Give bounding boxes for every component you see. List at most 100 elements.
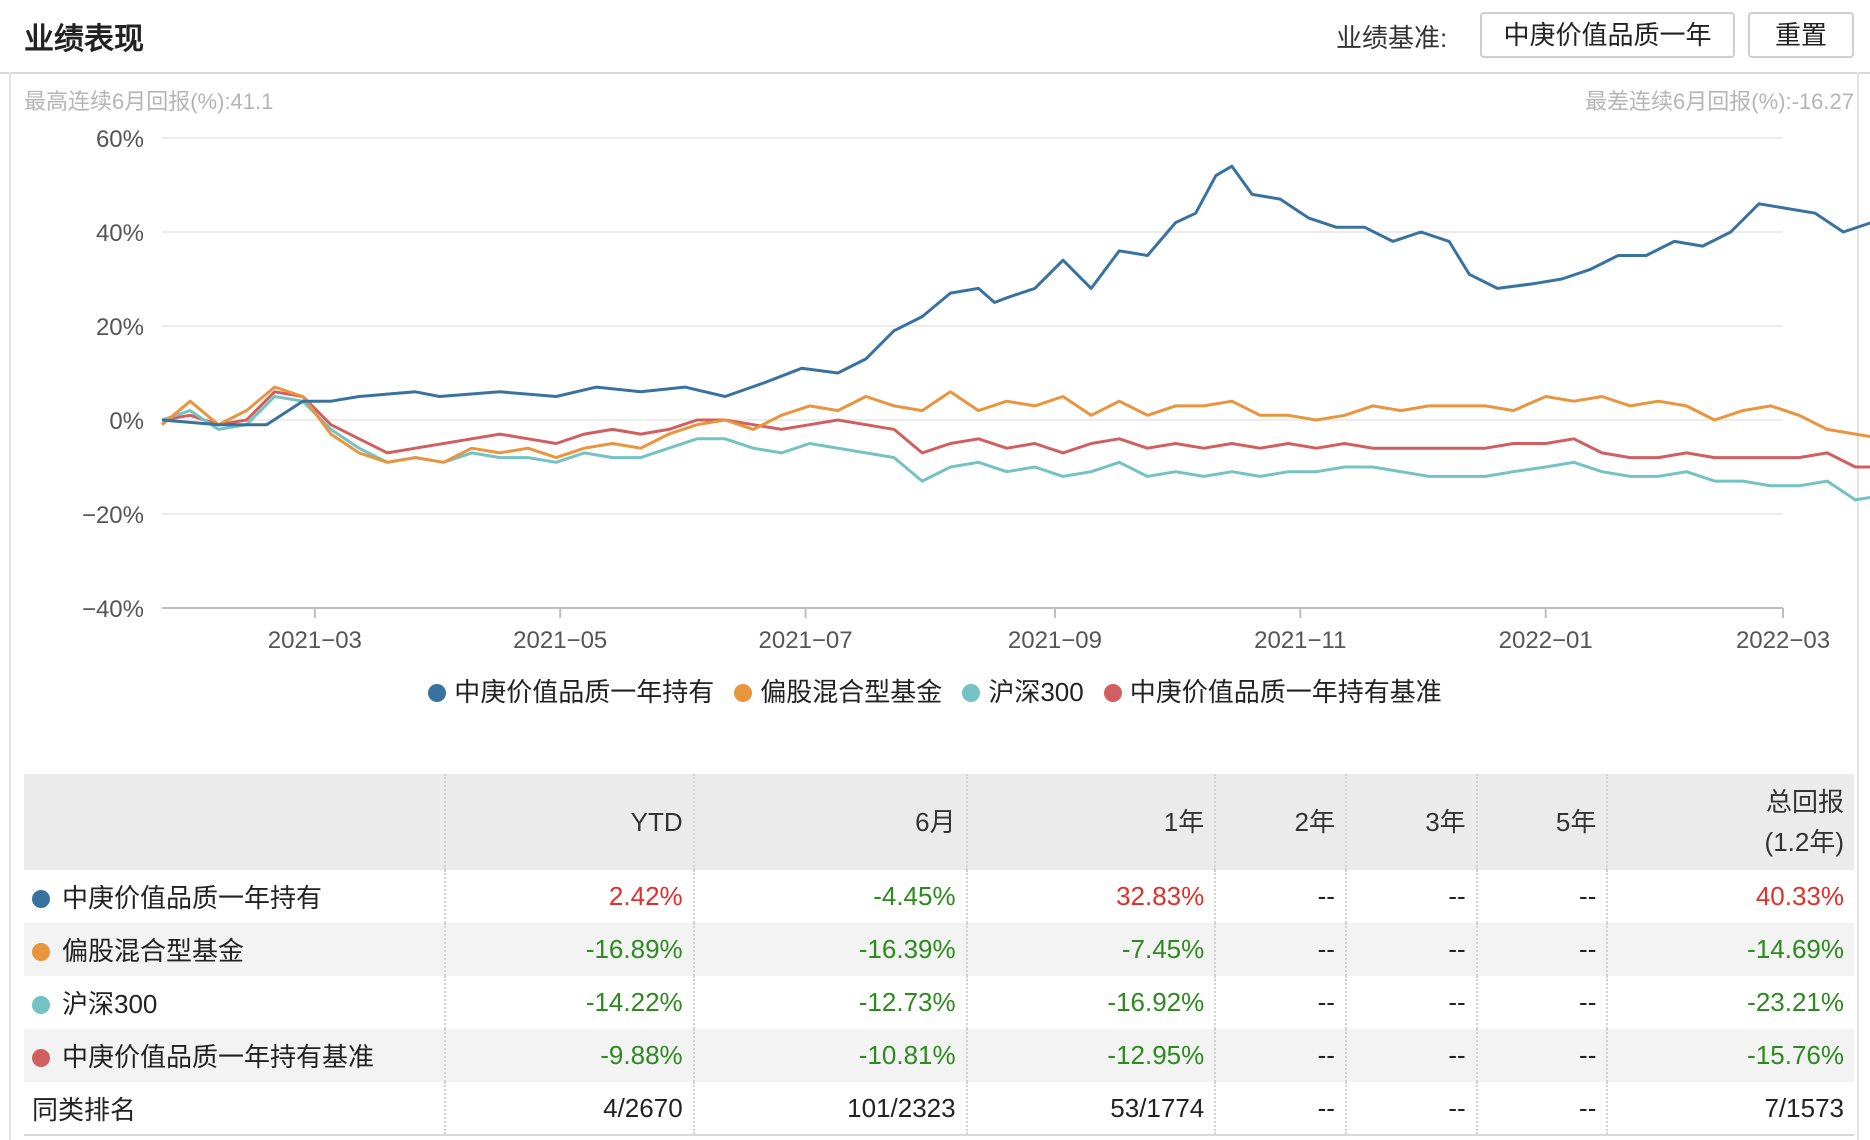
rank-cell: 7/1573	[1764, 1092, 1844, 1123]
table-cell: -12.73%	[693, 976, 968, 1029]
rank-cell: --	[1476, 1082, 1609, 1135]
performance-chart: 60% 40% 20% 0% −20% −40% 2021−03 2021−05 2021−07…	[82, 126, 1870, 654]
legend-item[interactable]: 沪深300	[962, 672, 1084, 709]
x-tick-label: 2021−09	[1008, 627, 1102, 654]
row-name-label: 沪深300	[62, 989, 158, 1019]
legend-label: 中庚价值品质一年持有基准	[1129, 677, 1442, 707]
rank-label: 同类排名	[24, 1082, 446, 1135]
header-total-label: 总回报	[1765, 787, 1844, 817]
row-name: 中庚价值品质一年持有基准	[24, 1029, 446, 1082]
row-name: 中庚价值品质一年持有	[24, 870, 446, 923]
header-2y: 2年	[1215, 774, 1347, 870]
rank-cell: 53/1774	[966, 1082, 1217, 1135]
x-tick-label: 2022−03	[1736, 627, 1830, 654]
y-tick-label: 20%	[96, 314, 144, 341]
table-cell: 2.42%	[445, 870, 695, 923]
legend-dot-icon	[962, 684, 981, 702]
table-cell: --	[1476, 976, 1609, 1029]
y-tick-label: 40%	[96, 220, 144, 247]
table-cell: -14.69%	[1747, 934, 1844, 964]
y-tick-label: −40%	[82, 596, 144, 623]
legend-label: 沪深300	[988, 677, 1084, 707]
row-dot-icon	[32, 1049, 50, 1067]
legend-item[interactable]: 中庚价值品质一年持有基准	[1103, 672, 1442, 709]
row-dot-icon	[32, 996, 50, 1014]
row-name: 偏股混合型基金	[24, 923, 446, 976]
table-cell: --	[1345, 923, 1478, 976]
row-name-label: 中庚价值品质一年持有	[62, 883, 323, 913]
legend-item[interactable]: 偏股混合型基金	[734, 672, 942, 709]
table-cell: -9.88%	[445, 1029, 695, 1082]
content-frame	[9, 72, 1859, 1140]
table-cell: --	[1215, 976, 1347, 1029]
row-name-label: 中庚价值品质一年持有基准	[62, 1042, 375, 1072]
best-6m-note: 最高连续6月回报(%):41.1	[24, 89, 274, 114]
table-cell: --	[1345, 976, 1478, 1029]
legend-dot-icon	[428, 684, 447, 702]
legend-label: 中庚价值品质一年持有	[454, 677, 715, 707]
table-cell: -12.95%	[966, 1029, 1217, 1082]
header-bar: 业绩表现 业绩基准: 中庚价值品质一年 重置	[0, 0, 1870, 74]
row-dot-icon	[32, 890, 50, 908]
header-total: 总回报 (1.2年)	[1607, 774, 1854, 870]
x-tick-label: 2022−01	[1499, 627, 1593, 654]
row-name-label: 偏股混合型基金	[62, 936, 245, 966]
row-dot-icon	[32, 943, 50, 961]
series-line	[161, 395, 1870, 502]
table-cell: --	[1215, 1029, 1347, 1082]
reset-button[interactable]: 重置	[1748, 12, 1854, 58]
chart-legend: 中庚价值品质一年持有 偏股混合型基金 沪深300 中庚价值品质一年持有基准	[0, 672, 1870, 709]
table-row: 偏股混合型基金 -16.89% -16.39% -7.45% -- -- -- -14.69%	[24, 923, 1854, 976]
x-tick-label: 2021−03	[268, 627, 362, 654]
legend-label: 偏股混合型基金	[760, 677, 943, 707]
series-line	[161, 164, 1870, 427]
rank-cell: 101/2323	[693, 1082, 968, 1135]
y-tick-label: 0%	[109, 408, 144, 435]
table-header-row: YTD 6月 1年 2年 3年 5年 总回报 (1.2年)	[24, 774, 1854, 870]
table-cell: -16.89%	[445, 923, 695, 976]
worst-6m-note: 最差连续6月回报(%):-16.27	[1585, 89, 1854, 114]
table-cell: -23.21%	[1747, 987, 1844, 1017]
table-cell: 40.33%	[1755, 881, 1844, 911]
benchmark-label: 业绩基准:	[1336, 23, 1448, 53]
rank-cell: 4/2670	[445, 1082, 695, 1135]
table-cell: --	[1215, 870, 1347, 923]
table-row: 中庚价值品质一年持有基准 -9.88% -10.81% -12.95% -- -- -- -1…	[24, 1029, 1854, 1082]
table-cell: --	[1345, 1029, 1478, 1082]
page-title: 业绩表现	[24, 23, 144, 56]
legend-dot-icon	[734, 684, 753, 702]
header-total-period: (1.2年)	[1764, 827, 1844, 857]
table-cell: --	[1476, 870, 1609, 923]
y-tick-label: 60%	[96, 126, 144, 153]
table-cell: -7.45%	[966, 923, 1217, 976]
x-tick-label: 2021−07	[759, 627, 853, 654]
x-tick-label: 2021−11	[1254, 627, 1346, 654]
table-cell: -16.92%	[966, 976, 1217, 1029]
header-ytd: YTD	[445, 774, 695, 870]
table-cell: -4.45%	[693, 870, 968, 923]
table-cell: --	[1345, 870, 1478, 923]
header-3y: 3年	[1345, 774, 1478, 870]
table-cell: --	[1476, 923, 1609, 976]
benchmark-select[interactable]: 中庚价值品质一年	[1480, 12, 1735, 58]
series-line	[161, 390, 1870, 469]
table-cell: -14.22%	[445, 976, 695, 1029]
table-row: 中庚价值品质一年持有 2.42% -4.45% 32.83% -- -- -- 40.33%	[24, 870, 1854, 923]
legend-dot-icon	[1103, 684, 1122, 702]
legend-item[interactable]: 中庚价值品质一年持有	[428, 672, 714, 709]
rank-cell: --	[1345, 1082, 1478, 1135]
header-6m: 6月	[693, 774, 968, 870]
rank-row: 同类排名 4/2670 101/2323 53/1774 -- -- -- 7/1573	[24, 1082, 1854, 1135]
header-5y: 5年	[1476, 774, 1609, 870]
table-cell: 32.83%	[966, 870, 1217, 923]
x-tick-label: 2021−05	[513, 627, 607, 654]
table-cell: --	[1476, 1029, 1609, 1082]
performance-table: YTD 6月 1年 2年 3年 5年 总回报 (1.2年) 中庚价值品质一年持有 2…	[24, 774, 1854, 1136]
table-row: 沪深300 -14.22% -12.73% -16.92% -- -- -- -23.21%	[24, 976, 1854, 1029]
table-cell: -16.39%	[693, 923, 968, 976]
rank-cell: --	[1215, 1082, 1347, 1135]
row-name: 沪深300	[24, 976, 446, 1029]
header-1y: 1年	[966, 774, 1217, 870]
table-cell: --	[1215, 923, 1347, 976]
table-cell: -15.76%	[1747, 1040, 1844, 1070]
